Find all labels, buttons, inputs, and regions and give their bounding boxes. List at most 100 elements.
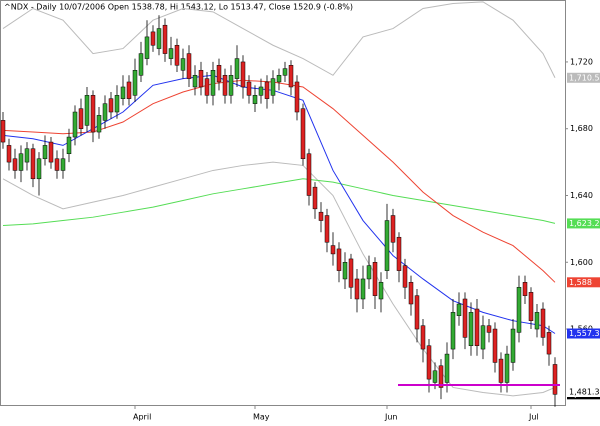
indicator-end-label: 1,623.27: [569, 219, 600, 228]
indicator-end-label-box: [567, 277, 600, 288]
candle-body: [144, 36, 150, 59]
candle-body: [252, 95, 258, 104]
candle-body: [480, 325, 486, 350]
candle-body: [318, 211, 324, 221]
candle-body: [420, 325, 426, 350]
candle-body: [6, 145, 12, 163]
y-tick-label: 1,600: [570, 258, 593, 267]
indicator-end-label-box: [567, 72, 600, 83]
candle-body: [216, 65, 222, 83]
candle-body: [348, 258, 354, 288]
candle-body: [0, 120, 6, 143]
candle-body: [234, 58, 240, 79]
candle-body: [138, 53, 144, 76]
candle-body: [546, 332, 552, 355]
indicator-end-label: 1,557.33: [569, 329, 600, 338]
candle-body: [36, 158, 42, 180]
candle-body: [312, 186, 318, 210]
candle-body: [438, 365, 444, 388]
candle-body: [108, 98, 114, 113]
candle-body: [12, 158, 18, 171]
candle-body: [42, 145, 48, 160]
support-label-box: [567, 387, 600, 397]
candle-body: [24, 148, 30, 163]
indicator-line: [2, 1, 556, 79]
candle-body: [366, 265, 372, 280]
candle-body: [450, 312, 456, 350]
candle-body: [378, 282, 384, 300]
candle-body: [540, 308, 546, 338]
indicator-end-label: 1,588: [569, 278, 592, 287]
chart-title: ^NDX - Daily 10/07/2006 Open 1538.78, Hi…: [4, 3, 353, 12]
candle-body: [384, 220, 390, 271]
candle-body: [444, 353, 450, 383]
candle-body: [228, 75, 234, 96]
candle-body: [126, 81, 132, 99]
y-tick-label: 1,680: [570, 124, 593, 133]
y-tick-label: 1,720: [570, 57, 593, 66]
candle-body: [102, 103, 108, 121]
candle-body: [372, 262, 378, 296]
candle-body: [114, 95, 120, 113]
candle-body: [54, 158, 60, 171]
x-tick-label: Jul: [528, 413, 539, 422]
candle-body: [66, 136, 72, 155]
candle-body: [498, 358, 504, 383]
candle-body: [84, 95, 90, 126]
candle-body: [468, 312, 474, 346]
candle-body: [246, 81, 252, 96]
candle-body: [402, 265, 408, 288]
candle-body: [336, 248, 342, 271]
candle-body: [72, 111, 78, 138]
candle-body: [222, 75, 228, 96]
candle-body: [552, 364, 558, 395]
candle-body: [414, 295, 420, 330]
candle-body: [390, 215, 396, 243]
candle-body: [186, 53, 192, 79]
candle-body: [78, 108, 84, 129]
indicator-line: [2, 161, 556, 397]
candle-body: [162, 24, 168, 54]
candle-body: [516, 287, 522, 333]
indicator-end-label-box: [567, 328, 600, 339]
candle-body: [168, 48, 174, 59]
candle-body: [180, 58, 186, 71]
candle-body: [504, 353, 510, 383]
candle-body: [240, 61, 246, 88]
candle-body: [288, 65, 294, 88]
candle-body: [528, 292, 534, 321]
candle-body: [462, 298, 468, 338]
candle-body: [210, 70, 216, 96]
candle-body: [360, 278, 366, 300]
candle-body: [258, 86, 264, 96]
candle-body: [120, 86, 126, 99]
candle-body: [300, 108, 306, 160]
indicator-end-label: 1,710.51: [569, 73, 600, 82]
candle-body: [474, 308, 480, 346]
support-label: 1,481.38: [569, 388, 600, 397]
candle-body: [270, 78, 276, 96]
x-tick-label: May: [253, 413, 270, 422]
candle-body: [342, 262, 348, 280]
indicator-end-label-box: [567, 218, 600, 229]
candle-body: [354, 278, 360, 300]
candle-body: [294, 81, 300, 113]
candle-body: [534, 312, 540, 330]
candle-body: [324, 215, 330, 243]
candle-body: [60, 158, 66, 171]
candle-body: [48, 141, 54, 163]
candle-body: [132, 70, 138, 96]
candle-body: [30, 148, 36, 180]
x-tick-label: April: [133, 413, 151, 422]
candle-body: [408, 282, 414, 305]
candle-body: [522, 282, 528, 296]
candle-body: [456, 303, 462, 316]
candle-body: [492, 328, 498, 363]
candle-body: [156, 28, 162, 49]
candle-body: [204, 78, 210, 96]
candle-body: [426, 345, 432, 380]
candle-body: [432, 370, 438, 383]
candle-body: [90, 95, 96, 133]
indicator-line: [2, 178, 556, 227]
